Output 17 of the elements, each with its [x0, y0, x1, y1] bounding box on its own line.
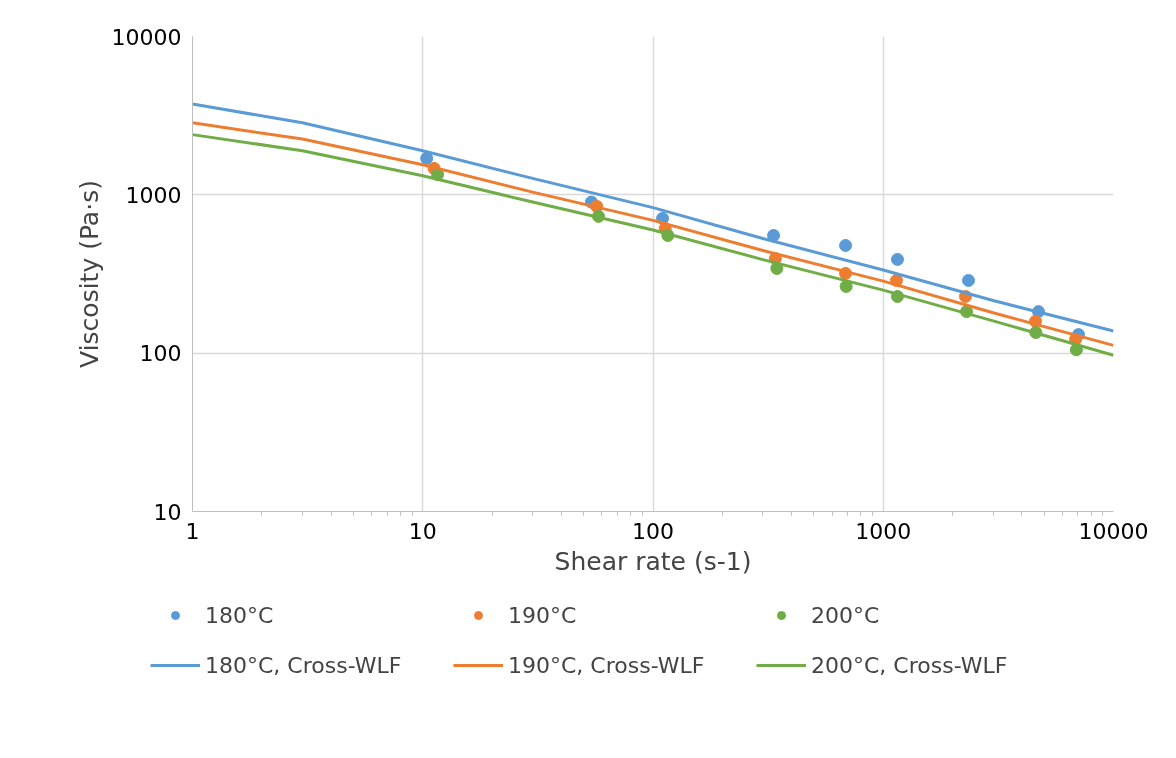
x-tick-label: 100	[632, 518, 674, 544]
legend-label: 180°C	[205, 602, 275, 628]
y-tick-label: 1000	[125, 182, 182, 208]
y-tick-label: 100	[139, 341, 182, 367]
x-tick-label: 1	[185, 518, 200, 544]
legend-label: 200°C	[811, 602, 881, 628]
legend-label: 190°C	[508, 602, 578, 628]
x-axis-title: Shear rate (s-1)	[554, 546, 752, 576]
x-tick-label: 10	[408, 518, 437, 544]
legend-label: 190°C, Cross-WLF	[508, 652, 706, 678]
x-tick-label: 10000	[1078, 518, 1149, 544]
legend-label: 180°C, Cross-WLF	[205, 652, 403, 678]
y-tick-label: 10	[153, 499, 182, 525]
y-tick-label: 10000	[111, 24, 182, 50]
y-axis-title: Viscosity (Pa·s)	[74, 180, 104, 368]
legend-label: 200°C, Cross-WLF	[811, 652, 1009, 678]
x-tick-label: 1000	[855, 518, 912, 544]
